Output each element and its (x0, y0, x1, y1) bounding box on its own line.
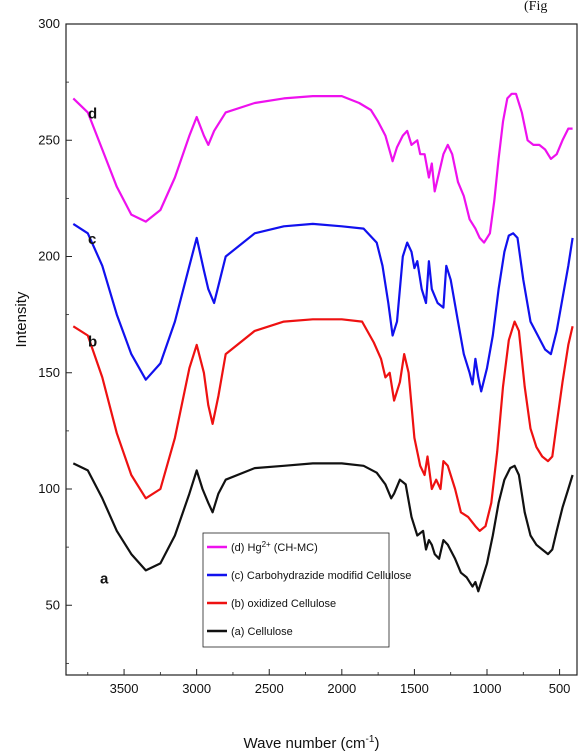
y-tick-label: 100 (38, 481, 60, 496)
y-axis-title: Intensity (13, 291, 30, 347)
x-axis-title-sup: -1 (366, 734, 375, 745)
series-line-d (72, 92, 573, 244)
x-axis-title-main: Wave number (cm (244, 735, 366, 752)
series-line-a (72, 462, 574, 593)
x-axis-title: Wave number (cm-1) (244, 734, 380, 752)
legend-box (202, 532, 390, 648)
x-tick-label: 2500 (255, 681, 284, 696)
curve-letter-a: a (100, 570, 109, 587)
x-tick-label: 2000 (327, 681, 356, 696)
legend-label-a: (a) Cellulose (231, 626, 293, 638)
curve-letter-c: c (88, 231, 96, 248)
x-tick-label: 1000 (473, 681, 502, 696)
plot-frame (65, 23, 578, 676)
curve-letter-b: b (88, 333, 97, 350)
series-line-c (72, 222, 574, 393)
legend-label-d: (d) Hg2+ (CH-MC) (231, 540, 318, 554)
legend: (d) Hg2+ (CH-MC) (c) Carbohydrazide modif… (202, 532, 411, 648)
corner-caption-text: (Fig (524, 0, 547, 14)
series-layer (72, 92, 574, 593)
y-tick-label: 50 (46, 597, 60, 612)
curve-letter-d: d (88, 105, 97, 122)
x-tick-label: 500 (549, 681, 571, 696)
y-tick-label: 300 (38, 16, 60, 31)
x-tick-label: 1500 (400, 681, 429, 696)
curve-letter-layer: d c b a (88, 105, 109, 587)
y-tick-label: 150 (38, 365, 60, 380)
y-tick-label: 200 (38, 249, 60, 264)
series-line-b (72, 318, 574, 532)
axis-layer: 50 100 150 200 250 300 3500 3000 2500 2000 1500 100… (38, 16, 570, 696)
legend-label-b: (b) oxidized Cellulose (231, 598, 336, 610)
x-tick-label: 3500 (110, 681, 139, 696)
x-axis-title-end: ) (374, 735, 379, 752)
x-tick-label: 3000 (182, 681, 211, 696)
legend-label-c: (c) Carbohydrazide modifid Cellulose (231, 570, 411, 582)
y-tick-label: 250 (38, 132, 60, 147)
